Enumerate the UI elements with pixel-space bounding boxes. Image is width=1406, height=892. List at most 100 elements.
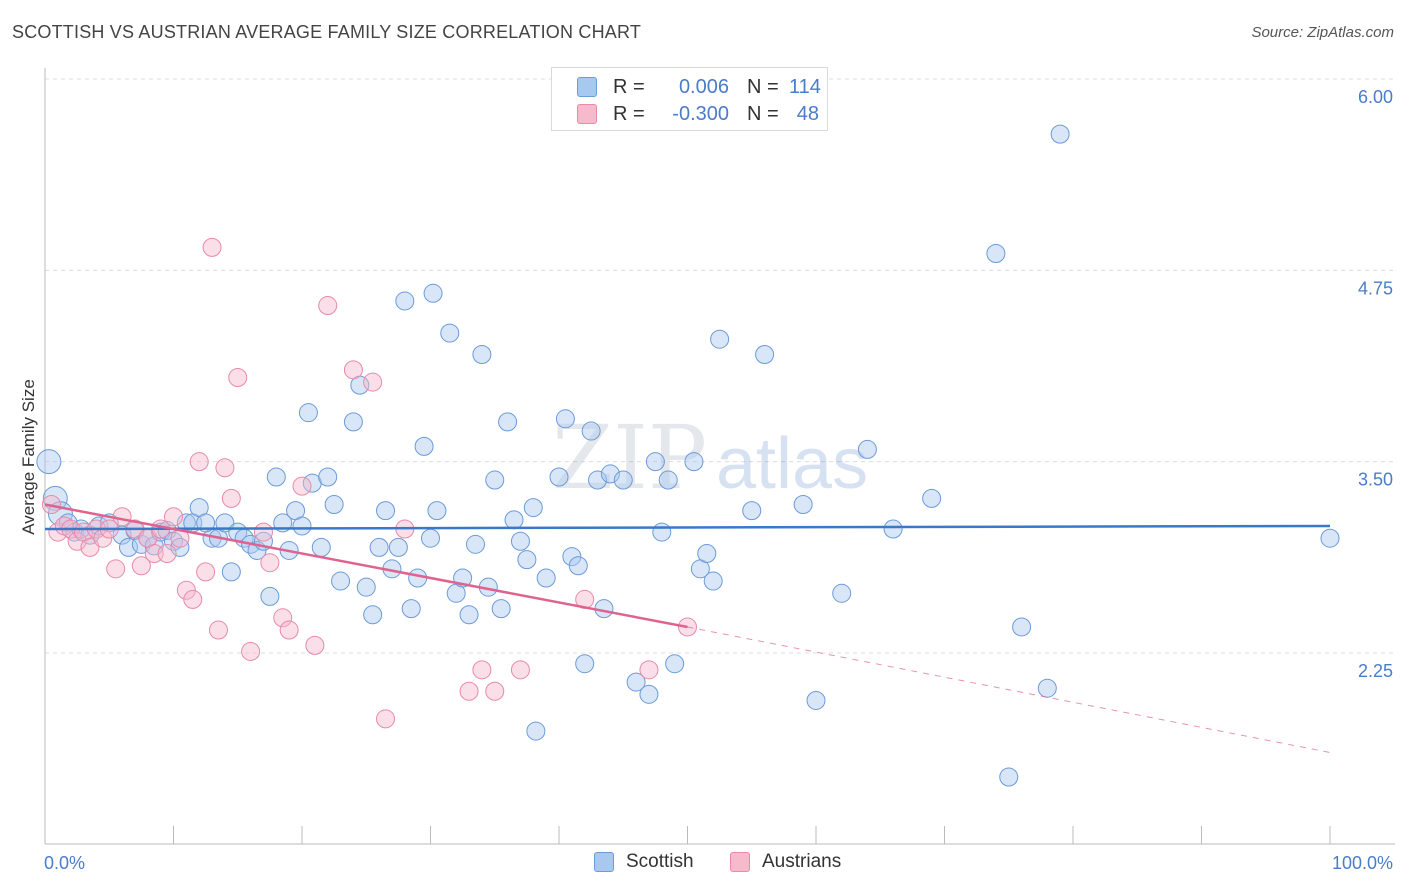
scottish-point xyxy=(414,436,434,456)
scottish-point xyxy=(652,522,672,542)
scottish-trend-line xyxy=(44,524,1331,531)
scottish-point xyxy=(755,345,775,365)
correlation-legend: R = 0.006 N = 114 R = -0.300 N = 48 xyxy=(551,67,828,131)
legend-item-austrians[interactable]: Austrians xyxy=(730,851,841,873)
austrians-point xyxy=(131,556,151,576)
scottish-point xyxy=(266,467,286,487)
scottish-point xyxy=(311,537,331,557)
austrians-point xyxy=(183,589,203,609)
scottish-point xyxy=(986,243,1006,263)
scottish-point xyxy=(536,568,556,588)
scottish-point xyxy=(999,767,1019,787)
scottish-point xyxy=(427,501,447,521)
scottish-point xyxy=(793,495,813,515)
legend-row-austrians: R = -0.300 N = 48 xyxy=(552,100,819,128)
scottish-point xyxy=(318,467,338,487)
austrians-point xyxy=(292,476,312,496)
legend-n-value: 48 xyxy=(796,102,819,125)
austrians-trend-line xyxy=(44,503,688,629)
scottish-point xyxy=(363,605,383,625)
legend-label-scottish: Scottish xyxy=(626,851,694,872)
grid-lines xyxy=(45,78,1395,654)
legend-r-value: -0.300 xyxy=(672,102,729,125)
scottish-point xyxy=(645,452,665,472)
series-legend: Scottish Austrians xyxy=(0,851,1406,877)
scottish-point xyxy=(356,577,376,597)
austrians-point xyxy=(164,507,183,527)
y-tick-label: 6.00 xyxy=(1358,87,1393,107)
scottish-point xyxy=(922,488,942,508)
scottish-point xyxy=(575,654,595,674)
austrians-point xyxy=(260,553,280,573)
austrians-point xyxy=(176,580,196,600)
austrians-point xyxy=(485,681,505,701)
scottish-point xyxy=(292,516,312,536)
scottish-point xyxy=(697,544,717,564)
scottish-point xyxy=(626,672,646,692)
legend-r-label: R = xyxy=(613,102,645,125)
watermark-zip: ZIP xyxy=(552,406,707,509)
austrians-point xyxy=(196,562,216,582)
scottish-point xyxy=(472,345,492,365)
scottish-point xyxy=(1012,617,1032,637)
scottish-point xyxy=(665,654,685,674)
x-tick-label: 0.0% xyxy=(44,853,85,873)
scottish-point xyxy=(459,605,479,625)
legend-row-scottish: R = 0.006 N = 114 xyxy=(552,73,821,101)
scottish-point xyxy=(421,528,440,548)
legend-swatch-scottish xyxy=(594,852,614,872)
scottish-point xyxy=(260,586,280,606)
scottish-point xyxy=(523,498,543,518)
legend-item-scottish[interactable]: Scottish xyxy=(594,851,694,873)
legend-swatch-scottish xyxy=(577,77,597,97)
chart-source: Source: ZipAtlas.com xyxy=(1251,24,1394,41)
austrians-point xyxy=(106,559,126,579)
scottish-point xyxy=(324,495,344,515)
scottish-point xyxy=(832,583,852,603)
legend-r-value: 0.006 xyxy=(678,75,729,98)
scottish-point xyxy=(498,412,518,432)
austrians-point xyxy=(376,709,396,729)
watermark-atlas: atlas xyxy=(716,424,868,504)
austrians-point xyxy=(67,531,87,551)
austrians-point xyxy=(279,620,299,640)
scottish-point xyxy=(658,470,678,490)
austrians-point xyxy=(208,620,228,640)
scottish-point xyxy=(857,439,877,459)
scottish-point xyxy=(1320,528,1340,548)
y-tick-label: 2.25 xyxy=(1358,661,1393,681)
legend-swatch-austrians xyxy=(730,852,750,872)
scottish-point xyxy=(331,571,351,591)
axes xyxy=(44,68,1395,845)
scottish-point xyxy=(485,470,505,490)
scottish-point xyxy=(613,470,633,490)
scottish-point xyxy=(119,537,139,557)
watermark: ZIP atlas xyxy=(552,406,868,509)
y-tick-label: 3.50 xyxy=(1358,470,1393,490)
scottish-point xyxy=(600,464,620,484)
scottish-point xyxy=(1037,678,1057,698)
legend-n-label: N = xyxy=(747,102,779,125)
austrians-point xyxy=(189,452,209,472)
austrians-point xyxy=(472,660,492,680)
scottish-point xyxy=(549,467,569,487)
scottish-point xyxy=(1050,124,1070,144)
scottish-point xyxy=(504,510,524,530)
legend-swatch-austrians xyxy=(577,104,597,124)
austrians-point xyxy=(221,488,241,508)
scottish-point xyxy=(588,470,608,490)
austrians-point xyxy=(202,237,222,257)
austrians-point xyxy=(228,367,248,387)
scottish-point xyxy=(555,409,575,429)
scottish-point xyxy=(639,684,659,704)
chart-title: SCOTTISH VS AUSTRIAN AVERAGE FAMILY SIZE… xyxy=(12,22,642,42)
austrians-point xyxy=(80,537,100,557)
legend-r-label: R = xyxy=(613,75,645,98)
x-tick-label: 100.0% xyxy=(1332,853,1393,873)
austrians-point xyxy=(305,635,325,655)
scottish-point xyxy=(395,291,415,311)
scottish-point xyxy=(440,323,460,343)
legend-label-austrians: Austrians xyxy=(762,851,842,872)
austrians-point xyxy=(253,522,273,542)
